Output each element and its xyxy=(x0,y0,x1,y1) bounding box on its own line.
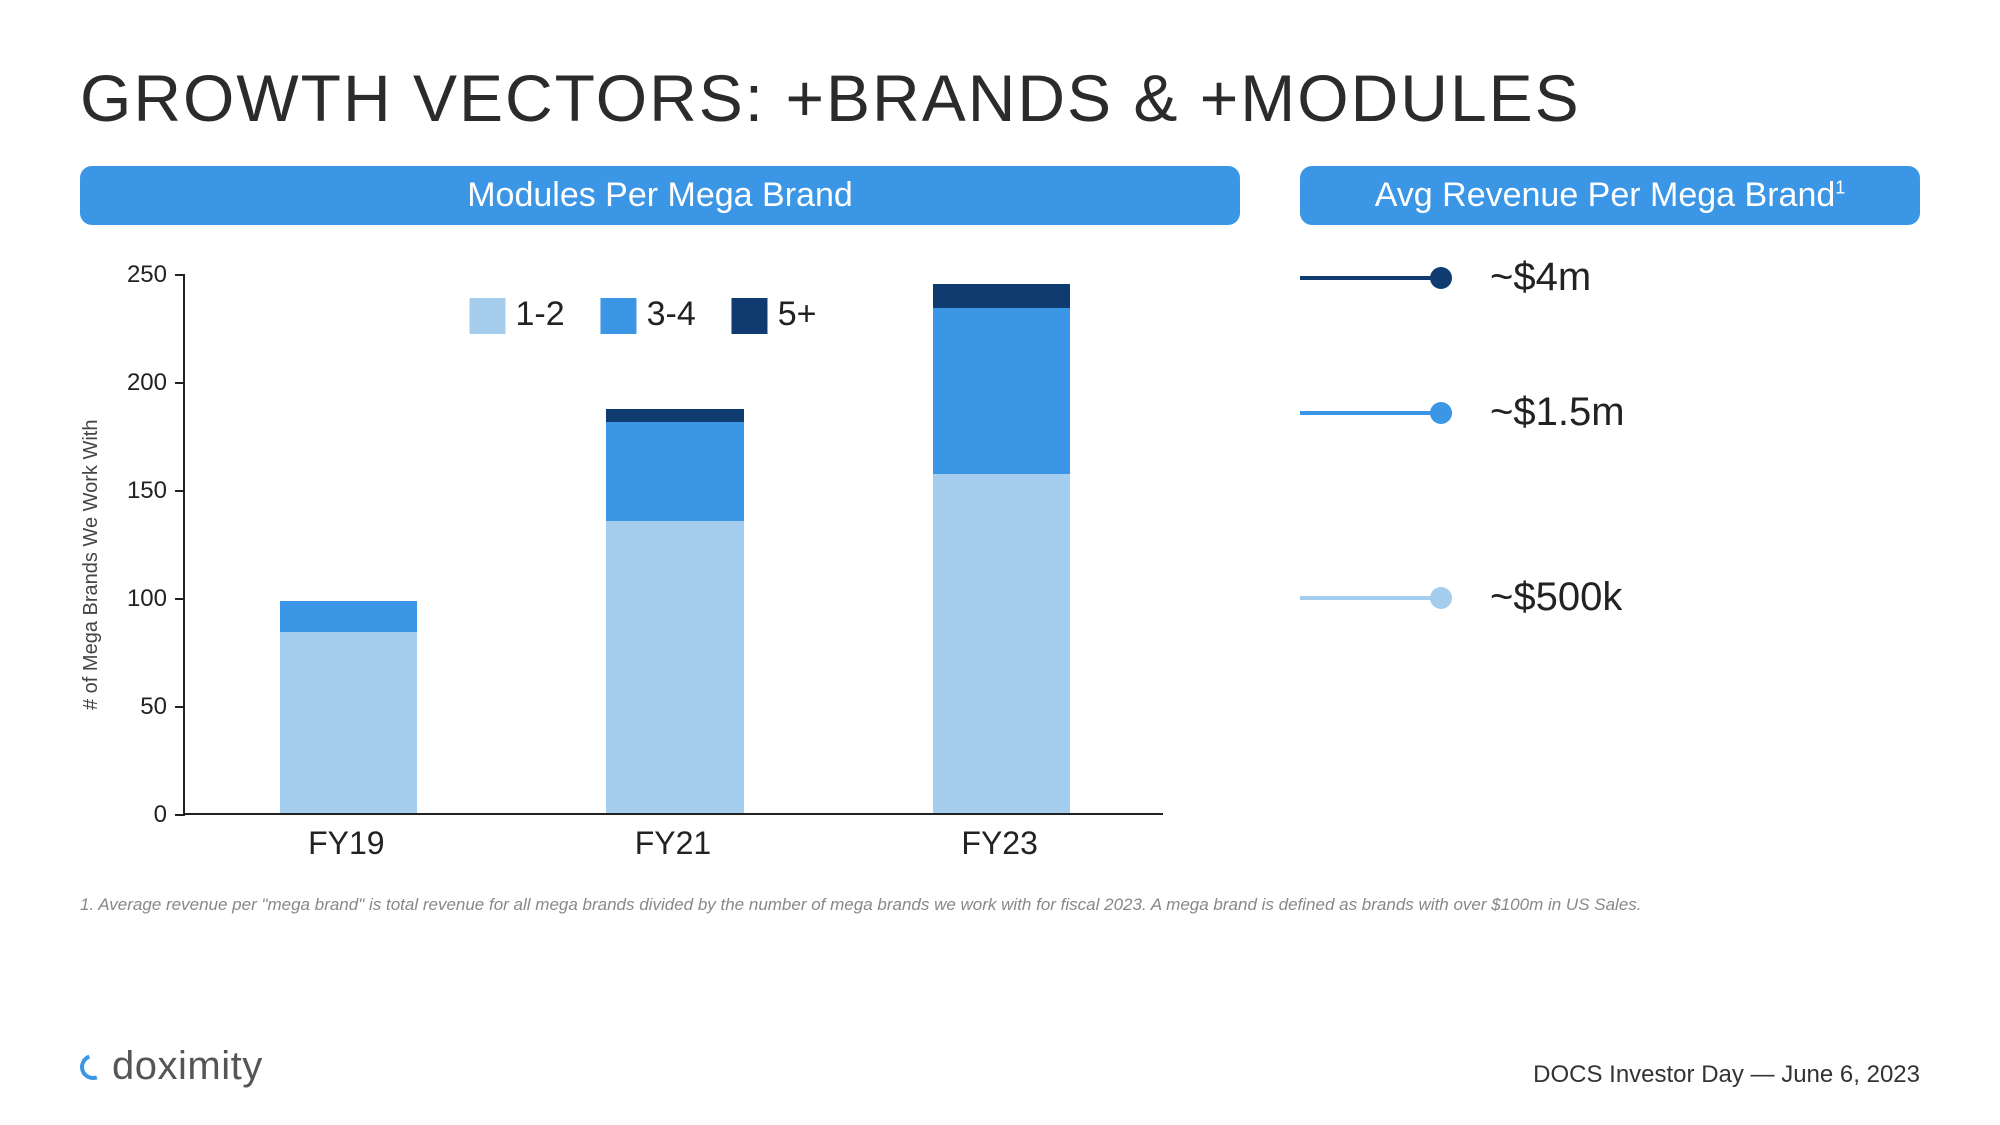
x-axis-label: FY23 xyxy=(836,815,1163,875)
slide-title: GROWTH VECTORS: +BRANDS & +MODULES xyxy=(80,60,1920,136)
logo-arc-icon xyxy=(76,1049,111,1084)
revenue-legend-item: ~$1.5m xyxy=(1300,390,1625,435)
y-tick-mark xyxy=(175,706,185,708)
y-tick-label: 150 xyxy=(127,477,167,504)
indicator-dot xyxy=(1430,267,1452,289)
y-tick: 150 xyxy=(113,477,183,505)
revenue-legend-item: ~$4m xyxy=(1300,255,1591,300)
x-axis-label: FY19 xyxy=(183,815,510,875)
right-pill-sup: 1 xyxy=(1835,178,1845,198)
bar xyxy=(280,601,417,813)
indicator-dot xyxy=(1430,402,1452,424)
left-column: Modules Per Mega Brand # of Mega Brands … xyxy=(80,166,1240,875)
y-tick-label: 50 xyxy=(140,693,167,720)
indicator-dot xyxy=(1430,587,1452,609)
bar-segment xyxy=(606,521,743,813)
bar-segment xyxy=(933,308,1070,474)
x-axis-label: FY21 xyxy=(510,815,837,875)
revenue-legend-label: ~$500k xyxy=(1490,575,1622,620)
y-tick-label: 100 xyxy=(127,585,167,612)
legend-label: 1-2 xyxy=(515,295,564,333)
right-pill-text: Avg Revenue Per Mega Brand xyxy=(1375,176,1836,214)
bar-segment xyxy=(933,474,1070,813)
chart-wrap: # of Mega Brands We Work With 1-2 3-4 5+ 0… xyxy=(80,255,1240,875)
legend-swatch xyxy=(601,298,637,334)
right-pill: Avg Revenue Per Mega Brand1 xyxy=(1300,166,1920,225)
bar-segment xyxy=(280,632,417,813)
bar-segment xyxy=(606,422,743,521)
bar xyxy=(606,409,743,813)
indicator-line xyxy=(1300,596,1440,600)
bar-segment xyxy=(280,601,417,631)
y-tick: 250 xyxy=(113,261,183,289)
y-tick: 200 xyxy=(113,369,183,397)
legend-swatch xyxy=(732,298,768,334)
stacked-bar-chart: 1-2 3-4 5+ 0 50 100 150 200 250 FY19FY21FY23 xyxy=(113,255,1173,875)
left-pill: Modules Per Mega Brand xyxy=(80,166,1240,225)
plot-area xyxy=(183,275,1163,815)
y-tick-label: 250 xyxy=(127,261,167,288)
footnote: 1. Average revenue per "mega brand" is t… xyxy=(80,895,1680,915)
footer: doximity DOCS Investor Day — June 6, 202… xyxy=(80,1044,1920,1089)
revenue-legend: ~$4m ~$1.5m ~$500k xyxy=(1300,255,1920,775)
y-tick-label: 200 xyxy=(127,369,167,396)
indicator-line xyxy=(1300,276,1440,280)
y-tick: 0 xyxy=(113,801,183,829)
revenue-legend-label: ~$4m xyxy=(1490,255,1591,300)
y-tick: 100 xyxy=(113,585,183,613)
legend-item: 1-2 xyxy=(469,295,564,334)
chart-legend: 1-2 3-4 5+ xyxy=(469,295,816,334)
revenue-legend-label: ~$1.5m xyxy=(1490,390,1625,435)
y-tick-mark xyxy=(175,490,185,492)
revenue-legend-item: ~$500k xyxy=(1300,575,1622,620)
indicator-line xyxy=(1300,411,1440,415)
bar-segment xyxy=(933,284,1070,308)
right-column: Avg Revenue Per Mega Brand1 ~$4m~$1.5m~$… xyxy=(1300,166,1920,775)
legend-label: 3-4 xyxy=(647,295,696,333)
columns: Modules Per Mega Brand # of Mega Brands … xyxy=(80,166,1920,875)
y-tick-mark xyxy=(175,598,185,600)
logo-text: doximity xyxy=(112,1044,263,1089)
legend-label: 5+ xyxy=(778,295,817,333)
logo: doximity xyxy=(80,1044,263,1089)
y-tick-mark xyxy=(175,274,185,276)
y-tick-mark xyxy=(175,382,185,384)
bar xyxy=(933,284,1070,813)
y-axis-label: # of Mega Brands We Work With xyxy=(80,255,103,875)
legend-item: 3-4 xyxy=(601,295,696,334)
legend-swatch xyxy=(469,298,505,334)
y-tick: 50 xyxy=(113,693,183,721)
footer-right-text: DOCS Investor Day — June 6, 2023 xyxy=(1533,1061,1920,1089)
y-tick-label: 0 xyxy=(154,801,167,828)
bar-segment xyxy=(606,409,743,422)
slide: GROWTH VECTORS: +BRANDS & +MODULES Modul… xyxy=(0,0,2000,1125)
legend-item: 5+ xyxy=(732,295,817,334)
